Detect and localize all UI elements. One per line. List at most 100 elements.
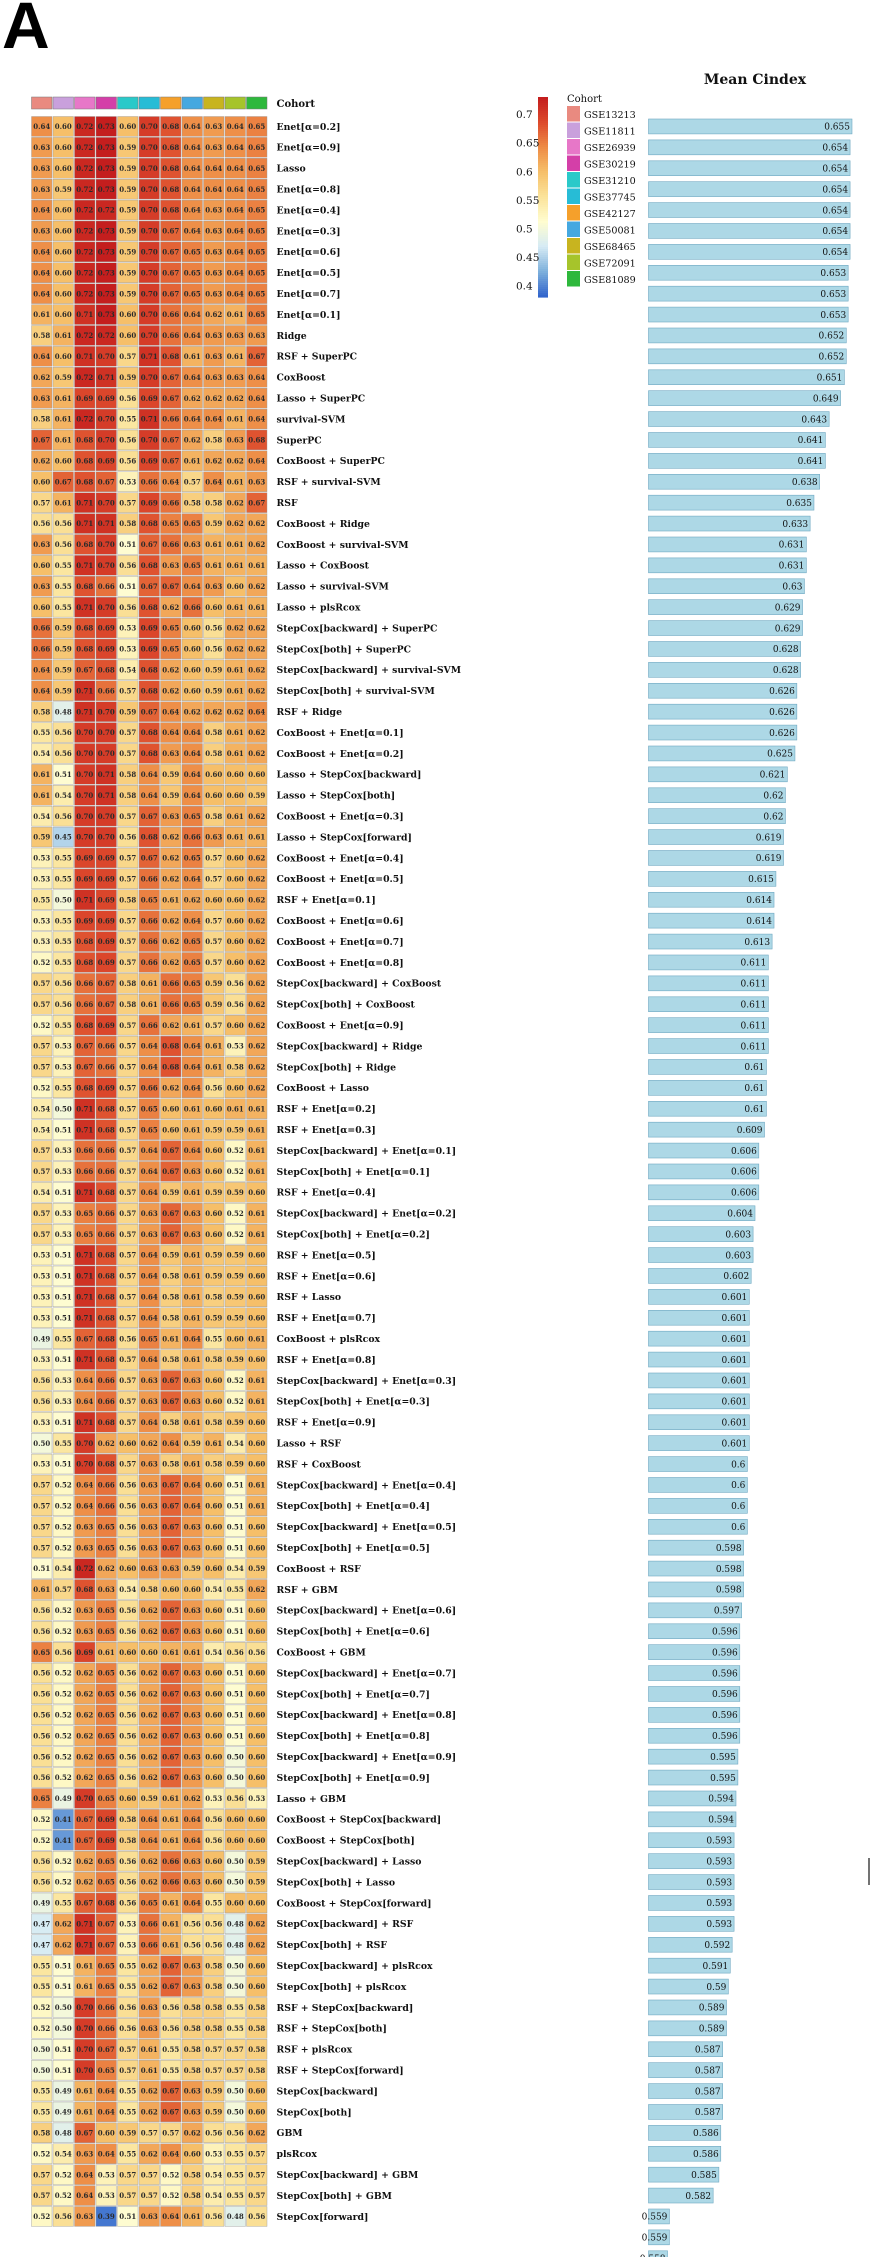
cell-value-label: 0.64 [184,206,201,215]
cell-value-label: 0.52 [33,1083,50,1092]
heatmap-cell [31,241,53,262]
heatmap-cell [246,241,268,262]
cell-value-label: 0.60 [55,352,72,361]
cell-value-label: 0.52 [227,1397,244,1406]
row-label: Enet[α=0.3] [277,226,341,237]
cindex-value-label: 0.601 [722,1439,748,1449]
heatmap-cell [246,388,268,409]
cell-value-label: 0.57 [33,2170,50,2179]
cell-value-label: 0.58 [119,895,136,904]
cell-value-label: 0.50 [227,1752,244,1761]
cell-value-label: 0.62 [184,436,201,445]
cell-value-label: 0.50 [55,2024,72,2033]
cell-value-label: 0.71 [98,373,115,382]
cohort-legend-swatch [567,205,580,221]
cell-value-label: 0.60 [227,1836,244,1845]
cell-value-label: 0.58 [184,2024,201,2033]
cell-value-label: 0.65 [184,268,201,277]
cell-value-label: 0.56 [33,1857,50,1866]
heatmap-cell [246,116,268,137]
cell-value-label: 0.62 [248,937,265,946]
cindex-bar [648,578,805,594]
cell-value-label: 0.59 [205,2108,222,2117]
cell-value-label: 0.63 [248,331,265,340]
heatmap-cell [181,199,203,221]
cell-value-label: 0.58 [184,2170,201,2179]
cell-value-label: 0.56 [184,1919,201,1928]
cell-value-label: 0.56 [162,2003,179,2012]
cell-value-label: 0.51 [55,1355,72,1364]
cell-value-label: 0.53 [98,2191,115,2200]
cell-value-label: 0.61 [184,1460,201,1469]
cell-value-label: 0.64 [184,1146,201,1155]
cell-value-label: 0.62 [227,394,244,403]
cindex-value-label: 0.63 [782,582,802,592]
cell-value-label: 0.67 [162,582,179,591]
cell-value-label: 0.67 [162,1606,179,1615]
cell-value-label: 0.62 [184,895,201,904]
heatmap-cell [52,283,74,304]
cell-value-label: 0.62 [248,624,265,633]
heatmap-cell [160,429,182,451]
cindex-value-label: 0.62 [763,791,783,801]
cell-value-label: 0.64 [184,582,201,591]
cell-value-label: 0.62 [162,1083,179,1092]
cell-value-label: 0.67 [98,1000,115,1009]
cell-value-label: 0.60 [227,958,244,967]
cell-value-label: 0.68 [98,1355,115,1364]
cindex-value-label: 0.589 [699,2004,725,2014]
heatmap-cell [246,137,268,158]
cell-value-label: 0.53 [227,1042,244,1051]
cell-value-label: 0.54 [205,2191,222,2200]
cell-value-label: 0.60 [205,1627,222,1636]
row-label: StepCox[both] + Enet[α=0.9] [277,1773,430,1784]
cell-value-label: 0.62 [184,707,201,716]
cell-value-label: 0.53 [33,1313,50,1322]
cindex-bar [648,390,841,406]
cell-value-label: 0.69 [141,645,158,654]
cell-value-label: 0.64 [227,143,244,152]
cell-value-label: 0.49 [55,1794,72,1803]
cindex-value-label: 0.582 [685,2192,711,2202]
cell-value-label: 0.69 [76,854,93,863]
cell-value-label: 0.60 [227,1815,244,1824]
heatmap-cell [117,367,139,388]
cell-value-label: 0.70 [141,227,158,236]
cell-value-label: 0.66 [162,1857,179,1866]
cell-value-label: 0.63 [141,1209,158,1218]
cell-value-label: 0.64 [98,2087,115,2096]
cell-value-label: 0.55 [162,2066,179,2075]
heatmap-cell [74,408,96,430]
cindex-value-label: 0.654 [822,164,848,174]
cell-value-label: 0.60 [98,2128,115,2137]
heatmap-cell [117,178,139,200]
cindex-value-label: 0.595 [710,1774,736,1784]
heatmap-cell [160,116,182,137]
cindex-value-label: 0.603 [725,1230,751,1240]
cell-value-label: 0.67 [141,812,158,821]
heatmap-cell [117,116,139,137]
cell-value-label: 0.62 [162,686,179,695]
heatmap-cell [95,408,117,430]
cell-value-label: 0.52 [55,1752,72,1761]
cell-value-label: 0.62 [141,1731,158,1740]
cell-value-label: 0.60 [227,1334,244,1343]
cell-value-label: 0.61 [162,1919,179,1928]
heatmap-cell [74,116,96,137]
cell-value-label: 0.62 [248,1585,265,1594]
cindex-bar [648,348,847,365]
cell-value-label: 0.64 [76,1501,93,1510]
cell-value-label: 0.50 [227,2087,244,2096]
row-label: StepCox[backward] + plsRcox [277,1961,434,1972]
cell-value-label: 0.59 [227,1292,244,1301]
cell-value-label: 0.60 [55,268,72,277]
cell-value-label: 0.60 [33,561,50,570]
cell-value-label: 0.65 [184,1000,201,1009]
cell-value-label: 0.63 [33,227,50,236]
cell-value-label: 0.61 [184,1355,201,1364]
row-label: GBM [277,2128,303,2139]
cell-value-label: 0.67 [162,1522,179,1531]
cell-value-label: 0.60 [205,1167,222,1176]
cell-value-label: 0.68 [141,561,158,570]
cell-value-label: 0.63 [141,1376,158,1385]
